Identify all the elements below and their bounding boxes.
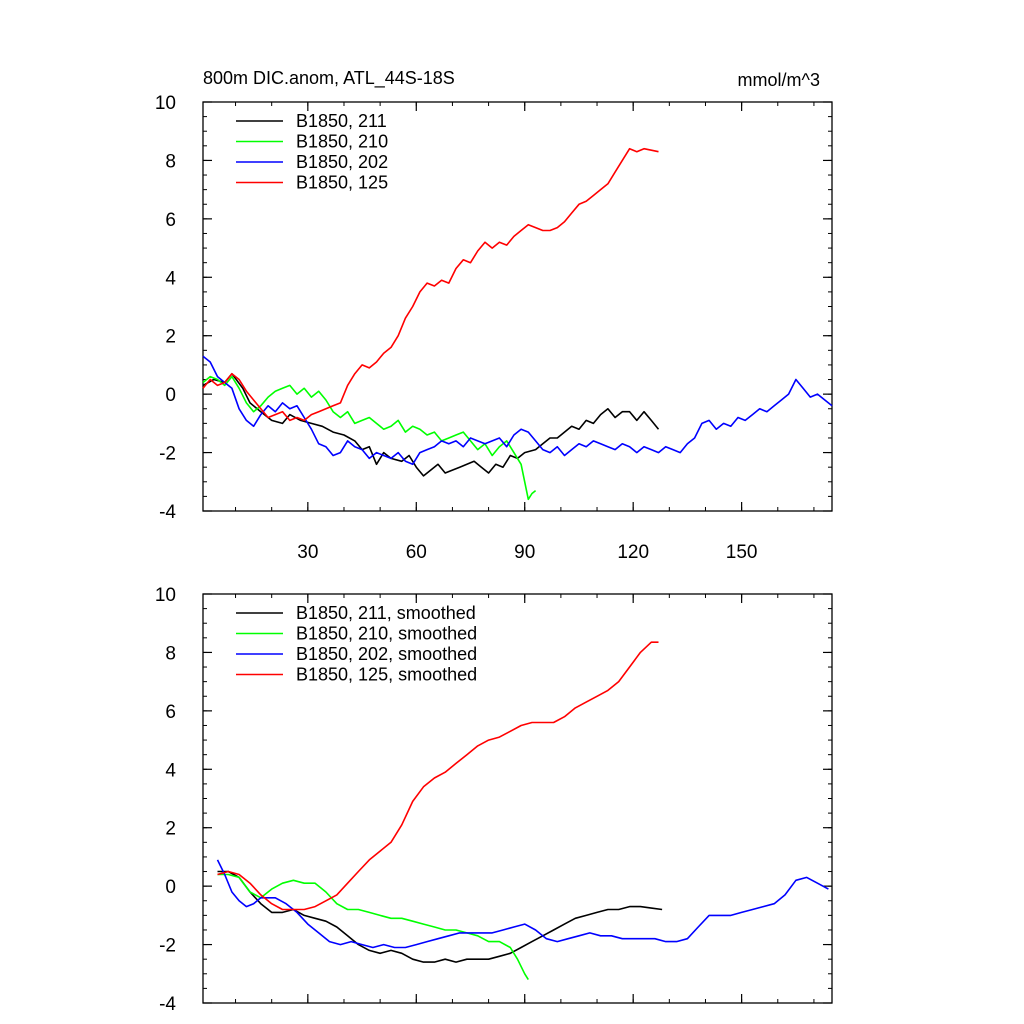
units-label: mmol/m^3 — [738, 70, 820, 90]
y-tick-label: 4 — [165, 760, 176, 781]
x-tick-label: 120 — [617, 542, 649, 563]
legend-label: B1850, 210, smoothed — [296, 624, 477, 644]
series-line-2 — [216, 859, 829, 949]
legend-label: B1850, 210 — [296, 132, 388, 152]
y-tick-label: 10 — [155, 93, 176, 114]
x-tick-label: 90 — [514, 542, 535, 563]
series-line-1 — [202, 375, 537, 501]
y-tick-label: 0 — [165, 385, 176, 406]
series-line-0 — [202, 372, 660, 477]
y-tick-label: 2 — [165, 327, 176, 348]
x-tick-label: 150 — [726, 542, 758, 563]
y-tick-label: 6 — [165, 210, 176, 231]
y-tick-label: 0 — [165, 877, 176, 898]
legend-label: B1850, 202 — [296, 152, 388, 172]
legend-label: B1850, 125 — [296, 173, 388, 193]
series-line-3 — [202, 147, 659, 422]
x-tick-label: 60 — [406, 542, 427, 563]
y-tick-label: 8 — [165, 643, 176, 664]
y-tick-label: -4 — [159, 502, 176, 523]
series-line-1 — [217, 873, 529, 981]
series-line-0 — [217, 870, 663, 963]
legend-label: B1850, 202, smoothed — [296, 644, 477, 664]
y-tick-label: -4 — [159, 994, 176, 1015]
series-line-2 — [202, 355, 833, 466]
y-tick-label: 8 — [165, 151, 176, 172]
y-tick-label: 6 — [165, 702, 176, 723]
y-tick-label: -2 — [159, 444, 176, 465]
x-tick-label: 30 — [297, 542, 318, 563]
legend-label: B1850, 211 — [296, 111, 387, 131]
chart-title: 800m DIC.anom, ATL_44S-18S — [203, 68, 455, 89]
legend-label: B1850, 211, smoothed — [296, 603, 476, 623]
legend-label: B1850, 125, smoothed — [296, 665, 477, 685]
y-tick-label: 4 — [165, 268, 176, 289]
y-tick-label: 2 — [165, 819, 176, 840]
series-line-3 — [217, 641, 659, 911]
y-tick-label: -2 — [159, 936, 176, 957]
y-tick-label: 10 — [155, 585, 176, 606]
